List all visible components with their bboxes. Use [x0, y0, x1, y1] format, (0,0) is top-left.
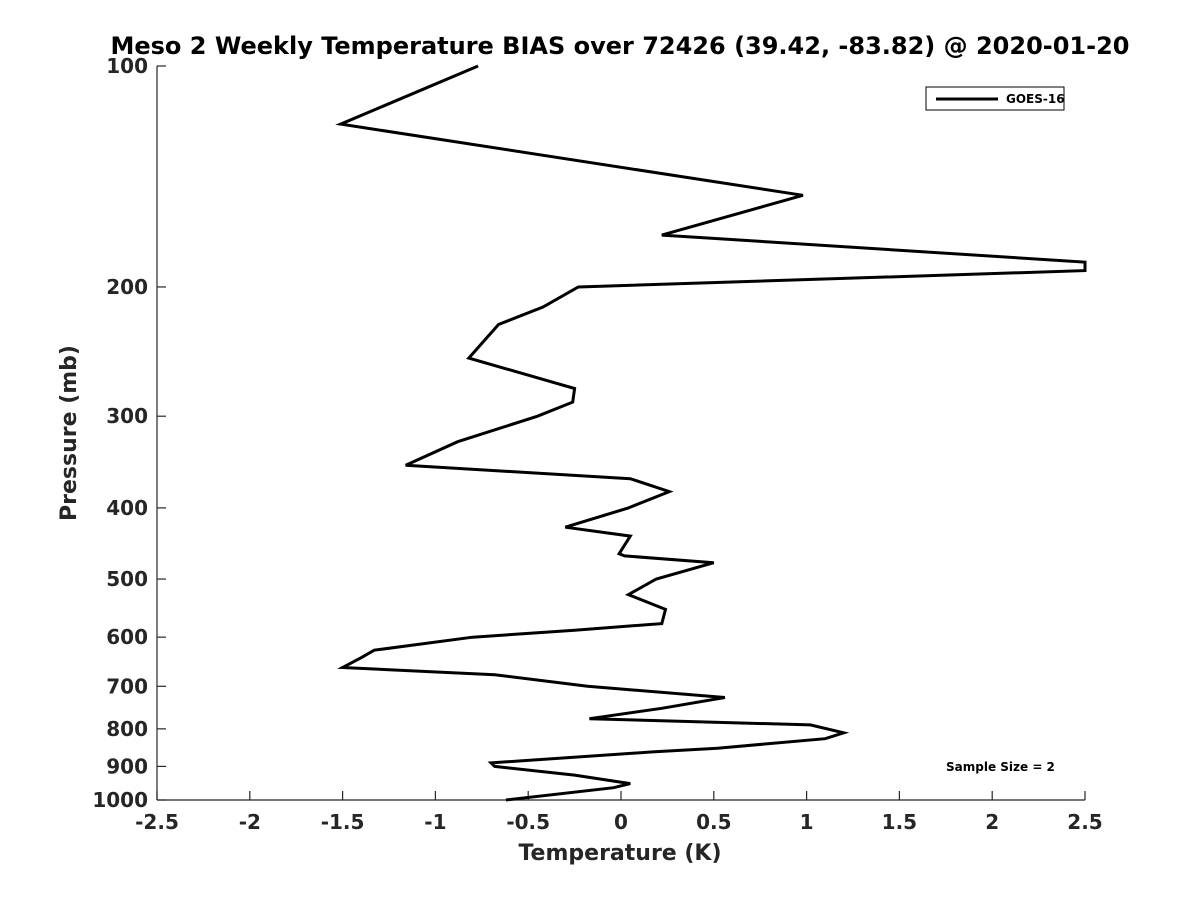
y-tick-label: 800	[106, 717, 148, 741]
x-tick-label: -0.5	[506, 810, 550, 834]
legend-series-label: GOES-16	[1006, 92, 1065, 106]
y-tick-label: 200	[106, 275, 148, 299]
y-tick-label: 600	[106, 625, 148, 649]
y-tick-label: 500	[106, 567, 148, 591]
axis-ticks: -2.5 -2 -1.5 -1 -0.5 0 0.5 1 1.5 2 2.5 100 200 300 400…	[92, 54, 1102, 834]
plot-series	[335, 64, 1087, 802]
x-tick-label: 0	[614, 810, 628, 834]
chart-title: Meso 2 Weekly Temperature BIAS over 7242…	[110, 32, 1129, 60]
x-tick-label: 2	[985, 810, 999, 834]
x-tick-label: 2.5	[1067, 810, 1102, 834]
x-tick-label: 0.5	[696, 810, 731, 834]
x-tick-label: 1.5	[882, 810, 917, 834]
y-tick-label: 900	[106, 754, 148, 778]
x-tick-label: -1.5	[321, 810, 365, 834]
series-line-goes-16	[335, 64, 1087, 802]
y-tick-label: 700	[106, 674, 148, 698]
y-tick-label: 300	[106, 404, 148, 428]
y-tick-label: 1000	[92, 788, 148, 812]
y-tick-label: 100	[106, 54, 148, 78]
y-tick-label: 400	[106, 496, 148, 520]
legend: GOES-16	[925, 86, 1065, 111]
x-axis-label: Temperature (K)	[518, 841, 721, 866]
x-tick-label: -2.5	[135, 810, 179, 834]
sample-size-annotation: Sample Size = 2	[946, 760, 1055, 774]
y-axis-label: Pressure (mb)	[57, 345, 82, 521]
x-tick-label: -1	[424, 810, 446, 834]
x-tick-label: -2	[239, 810, 261, 834]
x-tick-label: 1	[800, 810, 814, 834]
